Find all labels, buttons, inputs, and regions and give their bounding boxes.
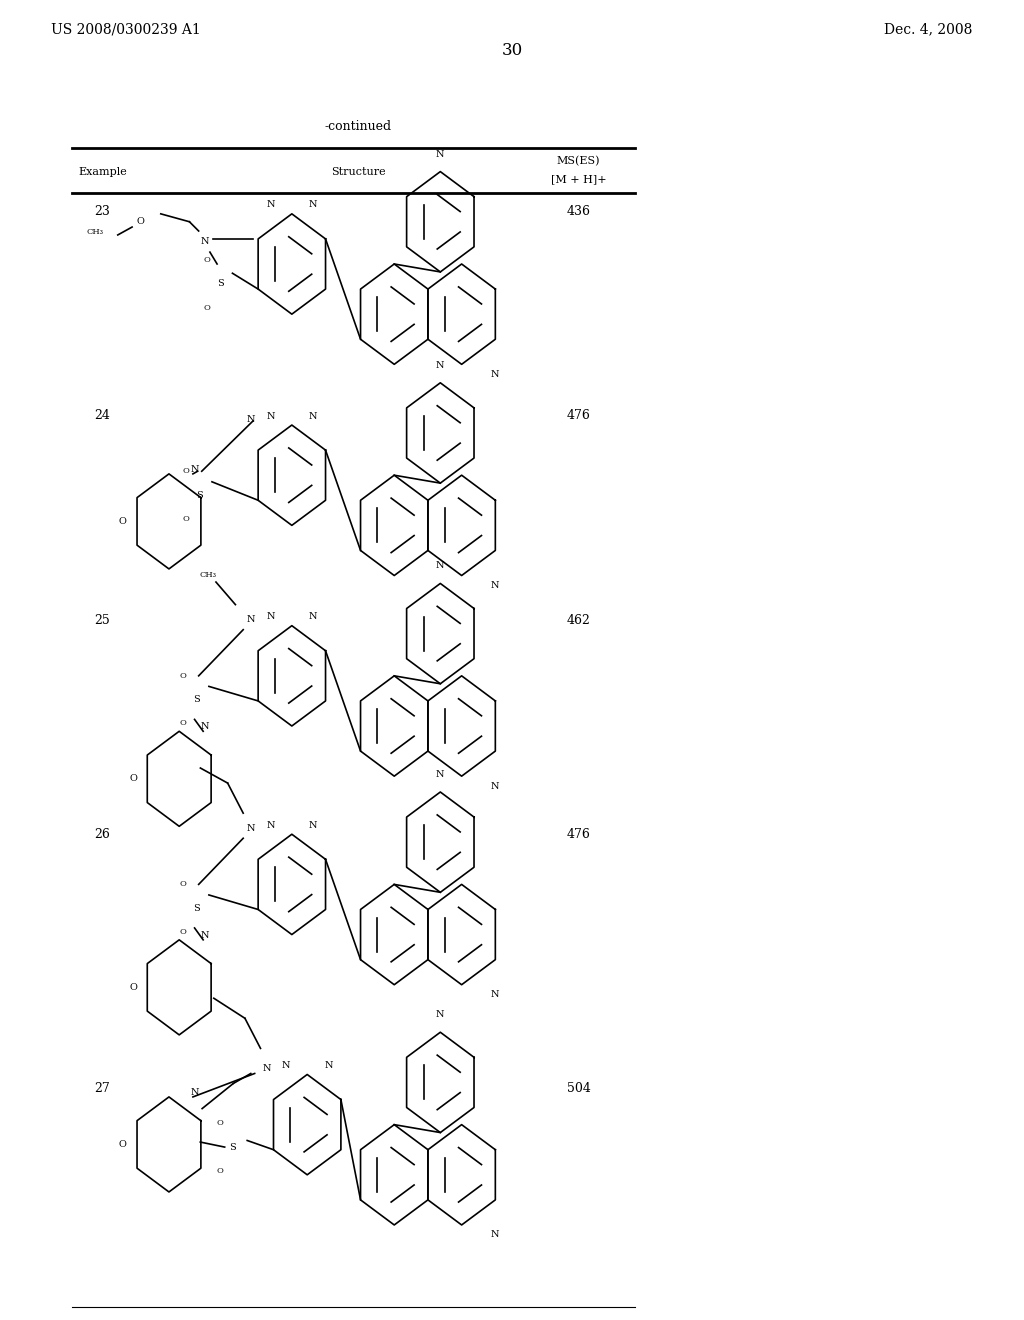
Text: O: O xyxy=(136,218,144,226)
Text: N: N xyxy=(266,201,274,210)
Text: 462: 462 xyxy=(566,614,591,627)
Text: N: N xyxy=(490,581,499,590)
Text: 476: 476 xyxy=(566,828,591,841)
Text: 23: 23 xyxy=(94,205,111,218)
Text: Example: Example xyxy=(78,166,127,177)
Text: O: O xyxy=(129,983,137,991)
Text: S: S xyxy=(197,491,203,499)
Text: MS(ES): MS(ES) xyxy=(557,156,600,166)
Text: O: O xyxy=(119,1140,127,1148)
Text: O: O xyxy=(183,515,189,523)
Text: Dec. 4, 2008: Dec. 4, 2008 xyxy=(885,22,973,36)
Text: N: N xyxy=(436,360,444,370)
Text: N: N xyxy=(201,931,209,940)
Text: O: O xyxy=(216,1119,223,1127)
Text: N: N xyxy=(309,201,317,210)
Text: 24: 24 xyxy=(94,409,111,422)
Text: N: N xyxy=(490,781,499,791)
Text: N: N xyxy=(201,722,209,731)
Text: O: O xyxy=(180,880,186,888)
Text: [M + H]+: [M + H]+ xyxy=(551,174,606,185)
Text: N: N xyxy=(190,465,199,474)
Text: O: O xyxy=(204,304,210,312)
Text: N: N xyxy=(309,821,317,830)
Text: S: S xyxy=(194,904,200,912)
Text: N: N xyxy=(436,770,444,779)
Text: 26: 26 xyxy=(94,828,111,841)
Text: N: N xyxy=(309,412,317,421)
Text: 476: 476 xyxy=(566,409,591,422)
Text: N: N xyxy=(436,561,444,570)
Text: O: O xyxy=(180,719,186,727)
Text: N: N xyxy=(247,824,255,833)
Text: N: N xyxy=(201,238,209,246)
Text: S: S xyxy=(217,280,223,288)
Text: N: N xyxy=(190,1088,199,1097)
Text: US 2008/0300239 A1: US 2008/0300239 A1 xyxy=(51,22,201,36)
Text: N: N xyxy=(490,1230,499,1239)
Text: O: O xyxy=(180,928,186,936)
Text: N: N xyxy=(490,990,499,999)
Text: 504: 504 xyxy=(566,1082,591,1096)
Text: N: N xyxy=(247,414,255,424)
Text: Structure: Structure xyxy=(331,166,386,177)
Text: N: N xyxy=(247,615,255,624)
Text: S: S xyxy=(194,696,200,704)
Text: N: N xyxy=(325,1061,333,1071)
Text: N: N xyxy=(266,412,274,421)
Text: S: S xyxy=(229,1143,237,1151)
Text: O: O xyxy=(129,775,137,783)
Text: N: N xyxy=(266,612,274,622)
Text: 30: 30 xyxy=(502,42,522,58)
Text: O: O xyxy=(180,672,186,680)
Text: O: O xyxy=(183,467,189,475)
Text: O: O xyxy=(204,256,210,264)
Text: N: N xyxy=(262,1064,270,1073)
Text: -continued: -continued xyxy=(325,120,392,133)
Text: N: N xyxy=(436,149,444,158)
Text: N: N xyxy=(266,821,274,830)
Text: O: O xyxy=(216,1167,223,1175)
Text: CH₃: CH₃ xyxy=(87,228,103,236)
Text: N: N xyxy=(490,370,499,379)
Text: N: N xyxy=(309,612,317,622)
Text: N: N xyxy=(436,1010,444,1019)
Text: 27: 27 xyxy=(94,1082,111,1096)
Text: CH₃: CH₃ xyxy=(200,570,217,578)
Text: O: O xyxy=(119,517,127,525)
Text: 25: 25 xyxy=(94,614,111,627)
Text: N: N xyxy=(282,1061,290,1071)
Text: 436: 436 xyxy=(566,205,591,218)
